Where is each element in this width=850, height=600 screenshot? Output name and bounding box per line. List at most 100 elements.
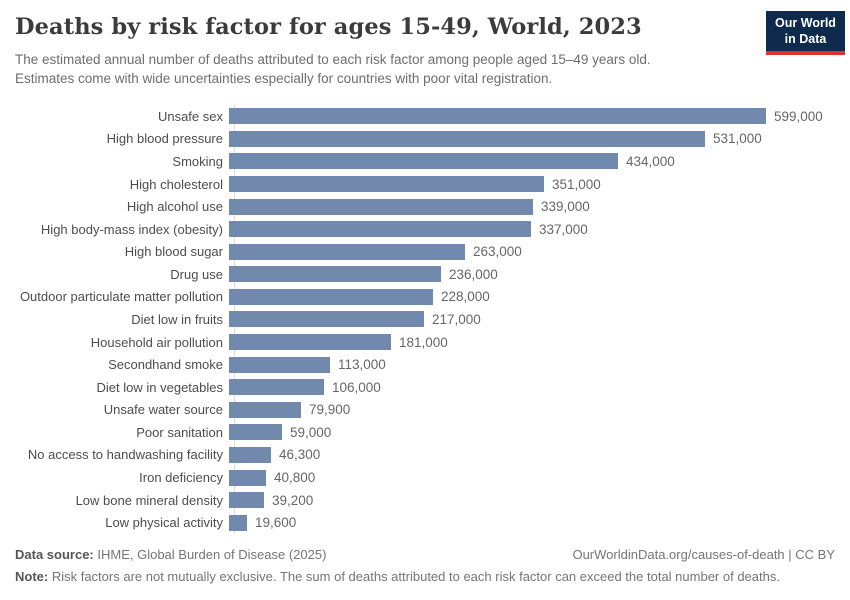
bar[interactable] [229,379,324,396]
bar-value: 351,000 [552,176,601,192]
bar-value: 59,000 [290,424,332,440]
bar-row: Poor sanitation 59,000 [0,421,850,444]
bar-chart: Unsafe sex 599,000 High blood pressure 531,… [0,105,850,534]
bar-label: Poor sanitation [136,424,223,440]
data-source-text: IHME, Global Burden of Disease (2025) [93,547,327,563]
bar-value: 19,600 [255,515,297,531]
bar-row: High blood sugar 263,000 [0,240,850,263]
bar-row: Outdoor particulate matter pollution 228,… [0,286,850,309]
subtitle-line-2: Estimates come with wide uncertainties e… [15,71,553,87]
bar-track: 339,000 [229,195,850,218]
bar-label: High cholesterol [129,176,223,192]
bar-label: No access to handwashing facility [27,447,223,463]
bar[interactable] [229,446,271,463]
data-source-label: Data source: [15,547,94,563]
bar-row: High alcohol use 339,000 [0,195,850,218]
bar-track: 337,000 [229,218,850,241]
bar-row: High cholesterol 351,000 [0,173,850,196]
bar-value: 263,000 [473,244,522,260]
chart-header: Deaths by risk factor for ages 15-49, Wo… [15,14,750,88]
bar[interactable] [229,469,266,486]
bar-row: Drug use 236,000 [0,263,850,286]
bar-label: Unsafe water source [103,402,223,418]
bar-track: 263,000 [229,240,850,263]
bar-label: High blood sugar [124,244,223,260]
bar-label: Iron deficiency [139,470,223,486]
bar-value: 106,000 [332,379,381,395]
note-label: Note: [15,569,49,585]
bar-row: Low physical activity 19,600 [0,511,850,534]
bar-value: 46,300 [279,447,321,463]
bar-value: 181,000 [399,334,448,350]
bar[interactable] [229,198,533,215]
bar-row: Diet low in fruits 217,000 [0,308,850,331]
bar[interactable] [229,334,391,351]
bar-value: 339,000 [541,199,590,215]
bar-label: High blood pressure [106,131,223,147]
note-line: Note: Risk factors are not mutually excl… [15,569,835,586]
bar-value: 79,900 [309,402,351,418]
bar-track: 79,900 [229,399,850,422]
bar-row: Diet low in vegetables 106,000 [0,376,850,399]
bar-value: 337,000 [539,221,588,237]
bar-label: Low bone mineral density [75,492,223,508]
bar[interactable] [229,401,301,418]
bar-value: 40,800 [274,470,316,486]
bar-track: 19,600 [229,511,850,534]
bar[interactable] [229,356,330,373]
bar-row: Secondhand smoke 113,000 [0,353,850,376]
bar-row: Iron deficiency 40,800 [0,466,850,489]
page-title: Deaths by risk factor for ages 15-49, Wo… [15,14,642,40]
bar-row: Household air pollution 181,000 [0,331,850,354]
owid-logo[interactable]: Our World in Data [766,11,845,56]
bar-track: 39,200 [229,489,850,512]
bar[interactable] [229,424,282,441]
bar-row: Low bone mineral density 39,200 [0,489,850,512]
chart-footer: Data source: IHME, Global Burden of Dise… [15,547,835,586]
bar-track: 236,000 [229,263,850,286]
bar-track: 351,000 [229,173,850,196]
bar-value: 113,000 [338,357,386,373]
bar[interactable] [229,311,424,328]
bar[interactable] [229,266,441,283]
bar[interactable] [229,221,531,238]
bar-label: Drug use [170,266,223,282]
bar-track: 599,000 [229,105,850,128]
owid-citation-link[interactable]: OurWorldinData.org/causes-of-death | CC … [572,547,835,563]
data-source: Data source: IHME, Global Burden of Dise… [15,547,326,562]
bar-label: Smoking [172,153,223,169]
bar-track: 217,000 [229,308,850,331]
bar[interactable] [229,514,247,531]
bar-track: 59,000 [229,421,850,444]
bar-value: 434,000 [626,153,675,169]
bar-track: 434,000 [229,150,850,173]
bar[interactable] [229,176,544,193]
source-line: Data source: IHME, Global Burden of Dise… [15,547,835,562]
bar[interactable] [229,153,618,170]
bar[interactable] [229,108,766,125]
bar-value: 217,000 [432,311,481,327]
bar-label: Low physical activity [105,515,223,531]
bar-row: Unsafe sex 599,000 [0,105,850,128]
bar[interactable] [229,243,465,260]
bar-label: Secondhand smoke [108,357,223,373]
bar-row: High blood pressure 531,000 [0,128,850,151]
owid-logo-text: Our World in Data [766,11,845,52]
bar-label: Household air pollution [90,334,223,350]
bar-label: Outdoor particulate matter pollution [19,289,223,305]
bar[interactable] [229,130,705,147]
bar-label: Diet low in fruits [131,311,223,327]
bar-track: 106,000 [229,376,850,399]
bar[interactable] [229,492,264,509]
subtitle-line-1: The estimated annual number of deaths at… [15,52,651,67]
bar-track: 113,000 [229,353,850,376]
bar[interactable] [229,288,433,305]
bar-track: 40,800 [229,466,850,489]
chart-subtitle: The estimated annual number of deaths at… [15,50,750,88]
bar-row: High body-mass index (obesity) 337,000 [0,218,850,241]
bar-value: 228,000 [441,289,490,305]
bar-track: 228,000 [229,286,850,309]
owid-logo-red-strip [766,51,845,56]
bar-track: 531,000 [229,128,850,151]
